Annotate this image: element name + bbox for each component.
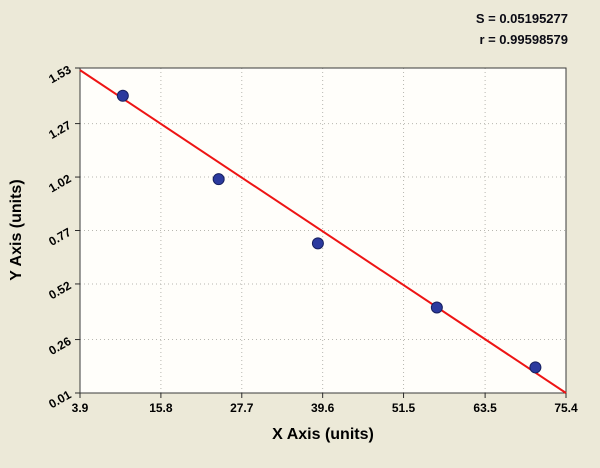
- x-tick-label: 27.7: [230, 401, 254, 415]
- x-tick-label: 15.8: [149, 401, 173, 415]
- y-tick-label: 1.02: [46, 171, 74, 195]
- s-value-label: S = 0.05195277: [475, 11, 568, 26]
- data-point: [430, 301, 443, 314]
- data-point: [116, 89, 129, 102]
- y-tick-label: 0.01: [46, 387, 74, 411]
- y-axis-title: Y Axis (units): [8, 179, 25, 281]
- x-tick-label: 51.5: [392, 401, 416, 415]
- y-tick-label: 0.52: [46, 278, 74, 302]
- r-value-label: r = 0.99598579: [479, 32, 568, 47]
- x-tick-label: 63.5: [473, 401, 497, 415]
- y-tick-label: 1.53: [46, 62, 74, 86]
- data-point: [311, 237, 324, 250]
- fit-statistics: S = 0.05195277 r = 0.99598579: [476, 8, 568, 50]
- data-point: [212, 173, 225, 186]
- y-tick-label: 0.77: [46, 225, 74, 249]
- trendline: [79, 69, 567, 394]
- y-tick-label: 0.26: [46, 334, 74, 358]
- x-tick-label: 75.4: [554, 401, 578, 415]
- x-tick-label: 3.9: [72, 401, 89, 415]
- y-tick-label: 1.27: [46, 118, 74, 142]
- x-tick-label: 39.6: [311, 401, 335, 415]
- data-point: [529, 361, 542, 374]
- x-axis-title: X Axis (units): [272, 426, 374, 443]
